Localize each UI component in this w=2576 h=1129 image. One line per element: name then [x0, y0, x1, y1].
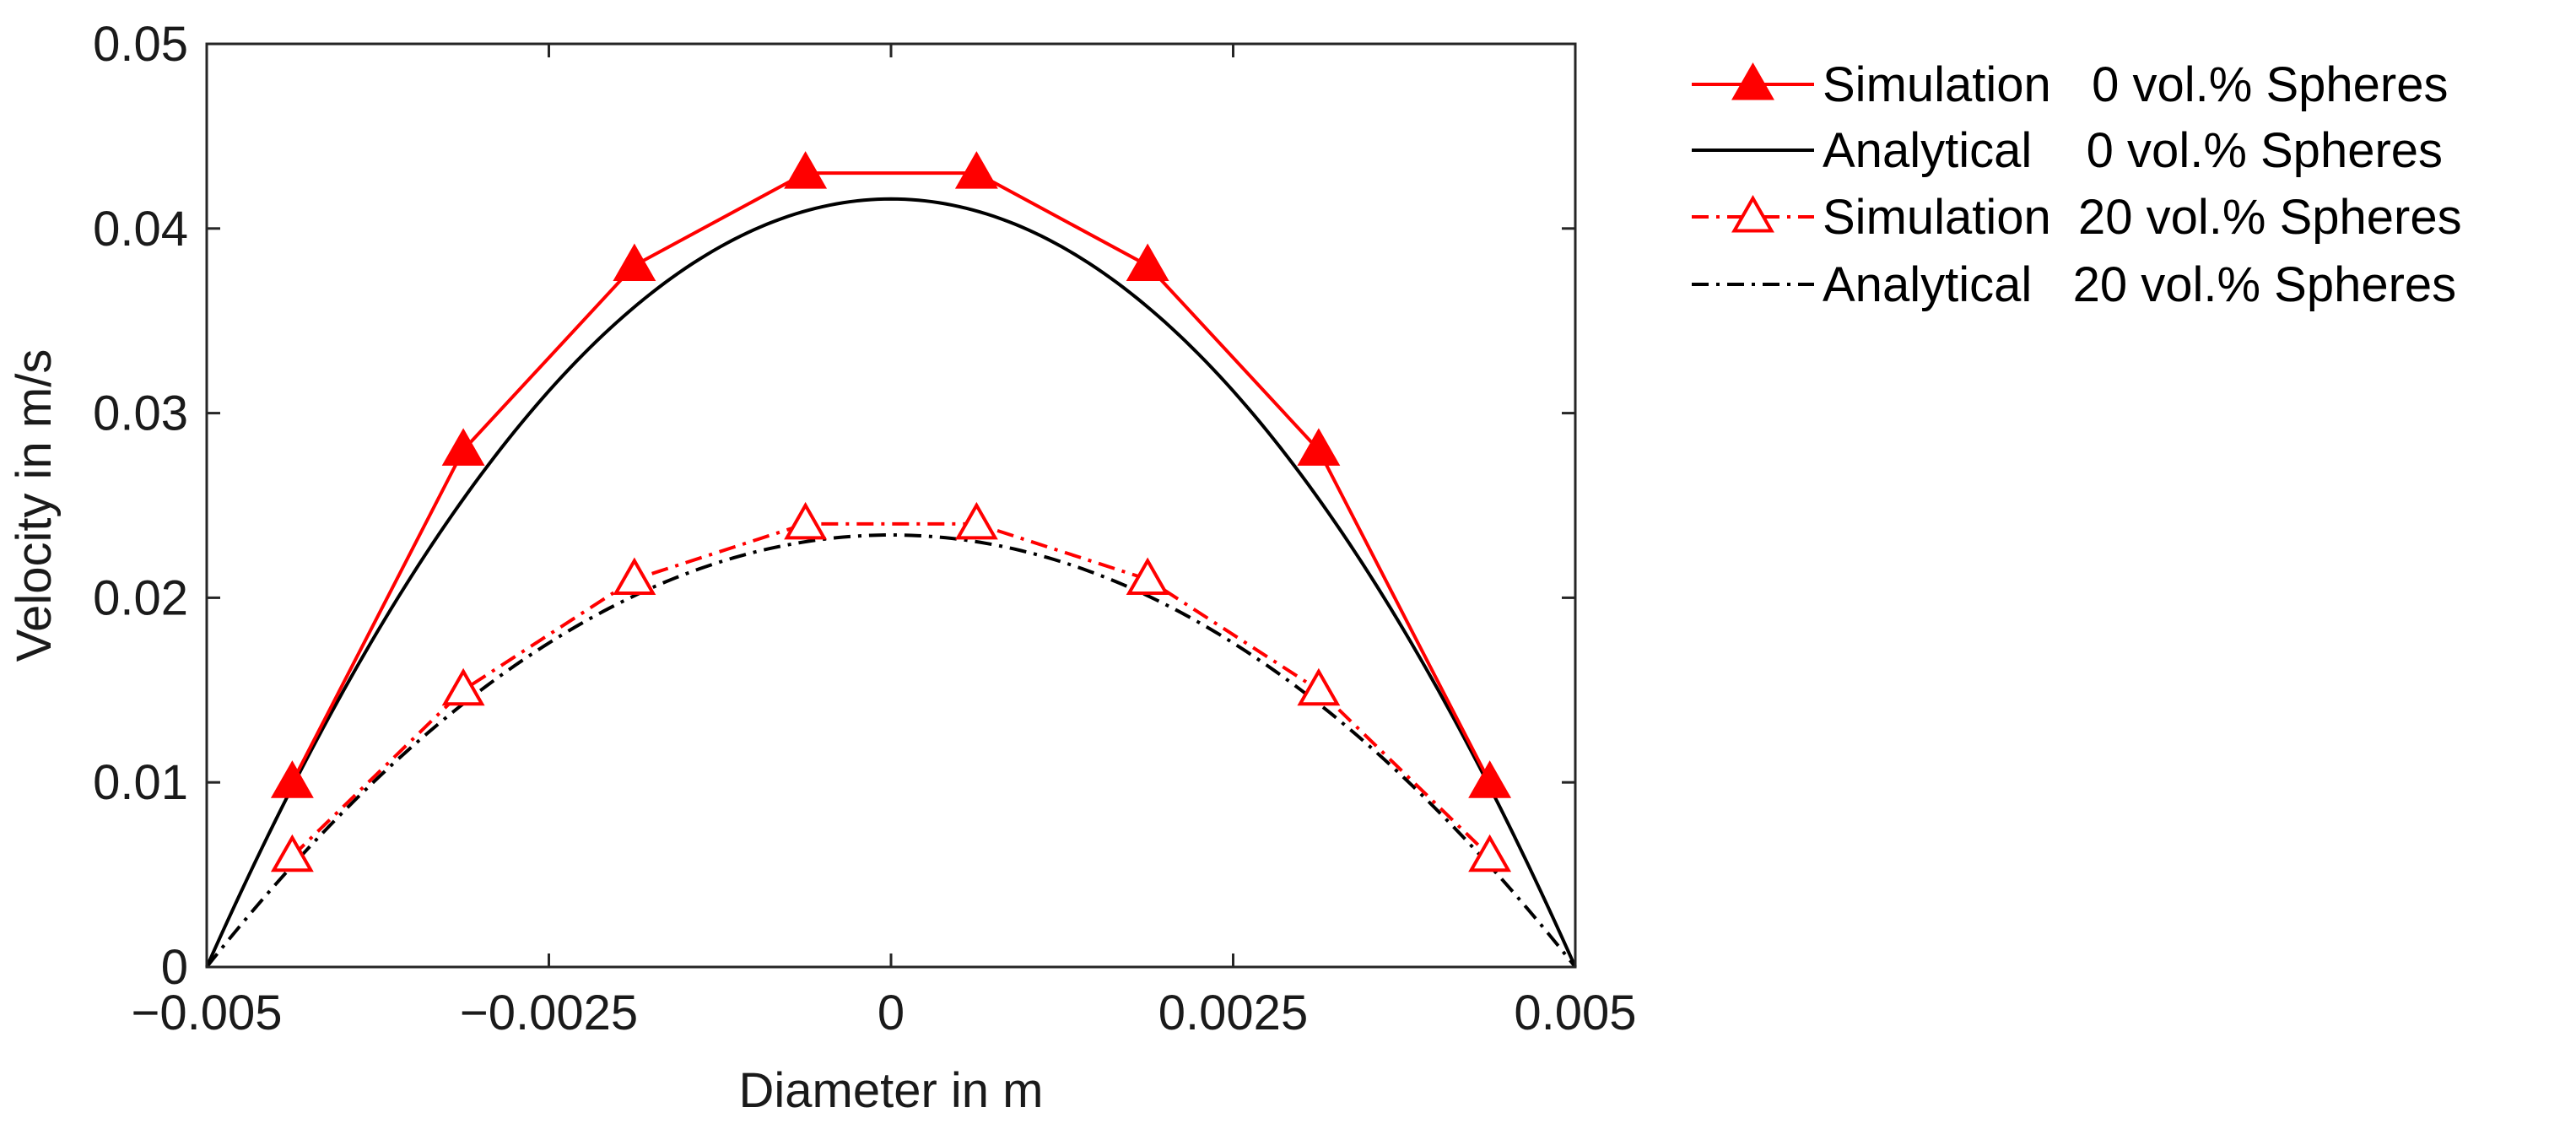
- x-tick-label: −0.005: [131, 986, 282, 1040]
- curve-line: [205, 533, 1577, 969]
- y-tick-label: 0.02: [93, 570, 188, 625]
- series-2: [270, 501, 1512, 872]
- data-point: [1468, 760, 1512, 798]
- tick-labels-layer: −0.005 −0.0025 0 0.0025 0.005 0 0.01 0.02 0.03 0.…: [93, 17, 1636, 1040]
- legend-marker: [1731, 194, 1774, 233]
- x-tick-label: −0.0025: [460, 986, 638, 1040]
- data-point: [441, 667, 485, 706]
- x-axis-title: Diameter in m: [739, 1063, 1044, 1118]
- series-line: [290, 521, 1492, 858]
- y-axis-title: Velocity in m/s: [7, 349, 62, 662]
- data-point: [784, 151, 828, 189]
- data-point: [954, 151, 998, 189]
- data-point: [1297, 667, 1341, 706]
- y-tick-label: 0.04: [93, 202, 188, 257]
- data-point: [441, 428, 485, 466]
- y-tick-label: 0.03: [93, 386, 188, 441]
- data-point: [613, 557, 656, 596]
- data-point: [1126, 557, 1169, 596]
- y-tick-label: 0: [161, 940, 188, 995]
- legend-item: Analytical 20 vol.% Spheres: [1692, 257, 2456, 312]
- series-3: [205, 533, 1577, 969]
- x-tick-label: 0.0025: [1158, 986, 1308, 1040]
- legend-label: Simulation 0 vol.% Spheres: [1823, 57, 2448, 112]
- legend-item: Simulation 0 vol.% Spheres: [1692, 57, 2448, 112]
- data-point: [1468, 834, 1512, 872]
- data-point: [270, 760, 314, 798]
- series-1: [205, 197, 1577, 968]
- ticks-layer: [205, 42, 1577, 969]
- series-line: [290, 171, 1492, 784]
- legend-item: Simulation 20 vol.% Spheres: [1692, 190, 2462, 245]
- data-point: [784, 501, 828, 540]
- plot-area: [205, 42, 1577, 969]
- data-point: [954, 501, 998, 540]
- data-point: [1297, 428, 1341, 466]
- legend-label: Simulation 20 vol.% Spheres: [1823, 190, 2462, 245]
- legend-marker: [1731, 62, 1774, 100]
- axes-box: [205, 42, 1577, 969]
- series-0: [270, 151, 1512, 798]
- data-point: [613, 243, 656, 282]
- legend-label: Analytical 20 vol.% Spheres: [1823, 257, 2456, 312]
- y-tick-label: 0.01: [93, 755, 188, 810]
- data-point: [1126, 243, 1169, 282]
- y-tick-label: 0.05: [93, 17, 188, 72]
- series-layer: [205, 151, 1577, 969]
- legend-item: Analytical 0 vol.% Spheres: [1692, 123, 2443, 178]
- legend-label: Analytical 0 vol.% Spheres: [1823, 123, 2443, 178]
- curve-line: [205, 197, 1577, 968]
- x-tick-label: 0: [878, 986, 905, 1040]
- legend: Simulation 0 vol.% Spheres Analytical 0 v…: [1692, 57, 2462, 312]
- data-point: [270, 834, 314, 872]
- x-tick-label: 0.005: [1514, 986, 1636, 1040]
